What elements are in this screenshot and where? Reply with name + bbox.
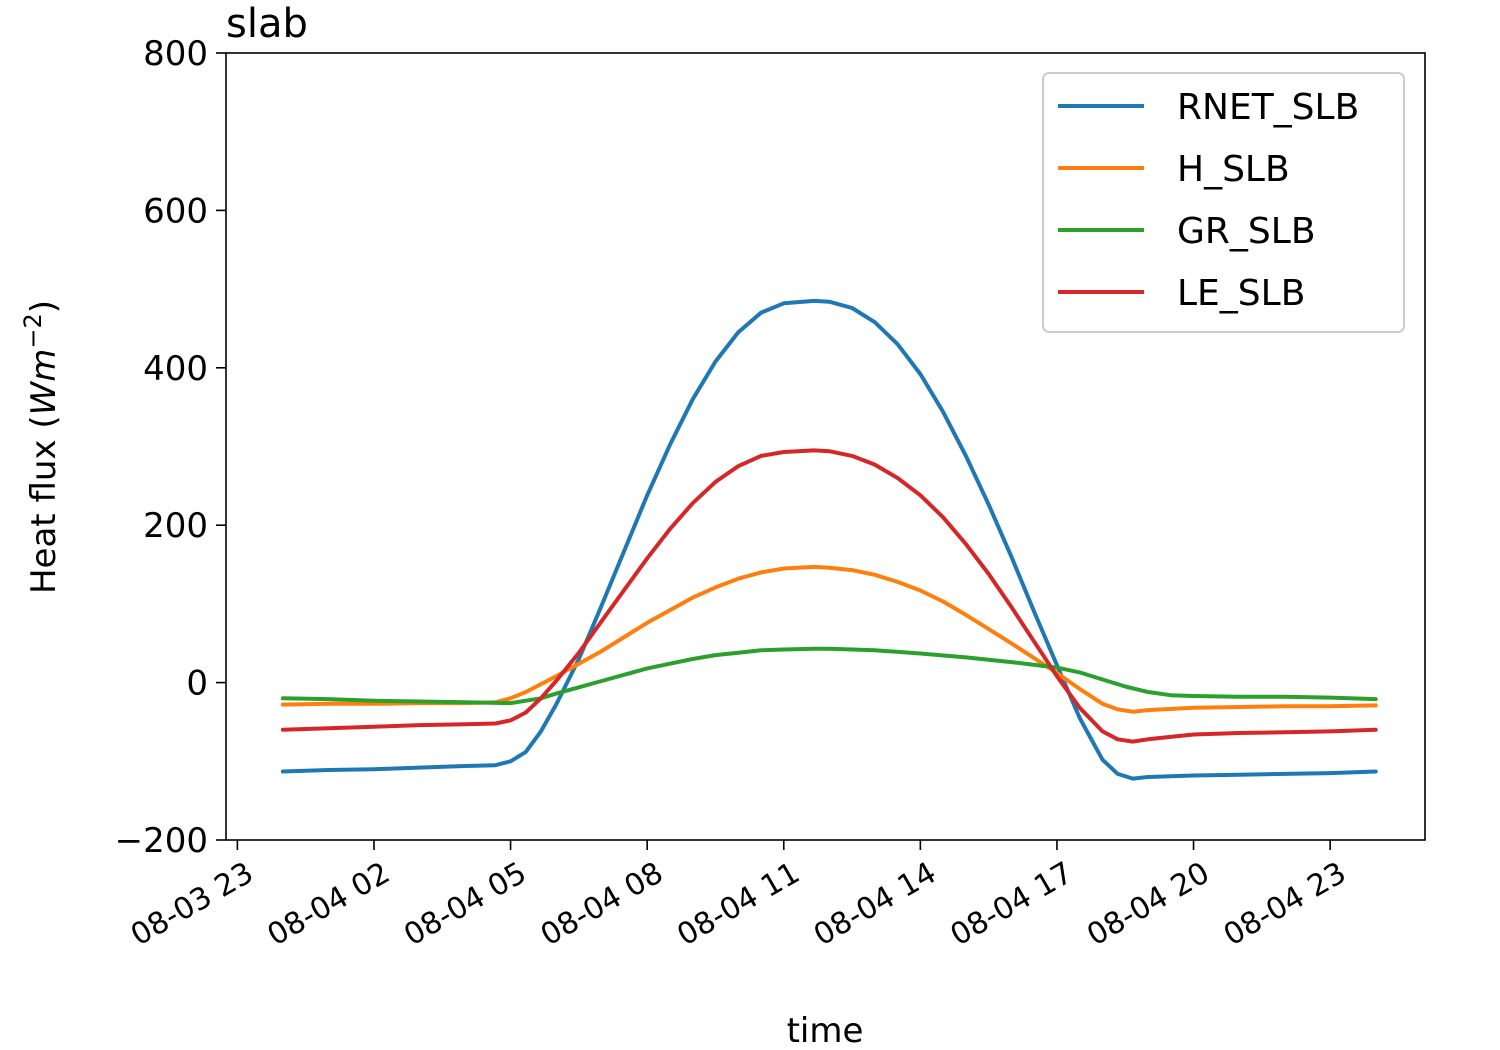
y-tick-label: 200 <box>143 506 208 546</box>
legend-label: H_SLB <box>1177 149 1290 190</box>
y-tick-label: 400 <box>143 349 208 389</box>
axes-frame <box>225 52 1426 841</box>
legend: RNET_SLB H_SLB GR_SLB LE_SLB <box>1042 72 1405 333</box>
y-tick-label: −200 <box>115 821 208 861</box>
y-axis-label-exponent: −2 <box>19 313 47 348</box>
y-axis-label-close: ) <box>24 300 64 313</box>
x-axis-label: time <box>787 1011 864 1050</box>
series-line-gr-slb <box>280 646 1378 706</box>
y-tick-label: 800 <box>143 34 208 74</box>
legend-label: RNET_SLB <box>1177 87 1359 128</box>
y-axis-label-unit: Wm <box>24 349 64 416</box>
series-line-h-slb <box>280 564 1378 714</box>
legend-label: LE_SLB <box>1177 273 1305 314</box>
y-tick-label: 0 <box>186 664 208 704</box>
y-tick-label: 600 <box>143 191 208 231</box>
series-line-le-slb <box>280 448 1378 744</box>
series-layer <box>280 298 1378 781</box>
y-axis: −200 0 200 400 600 800 <box>115 34 226 861</box>
legend-label: GR_SLB <box>1177 211 1316 252</box>
y-axis-label-text: Heat flux ( <box>24 415 64 594</box>
legend-box <box>1042 72 1405 333</box>
y-axis-label: Heat flux (Wm−2) <box>19 300 64 594</box>
chart-title: slab <box>226 1 308 47</box>
series-line-rnet-slb <box>280 298 1378 781</box>
